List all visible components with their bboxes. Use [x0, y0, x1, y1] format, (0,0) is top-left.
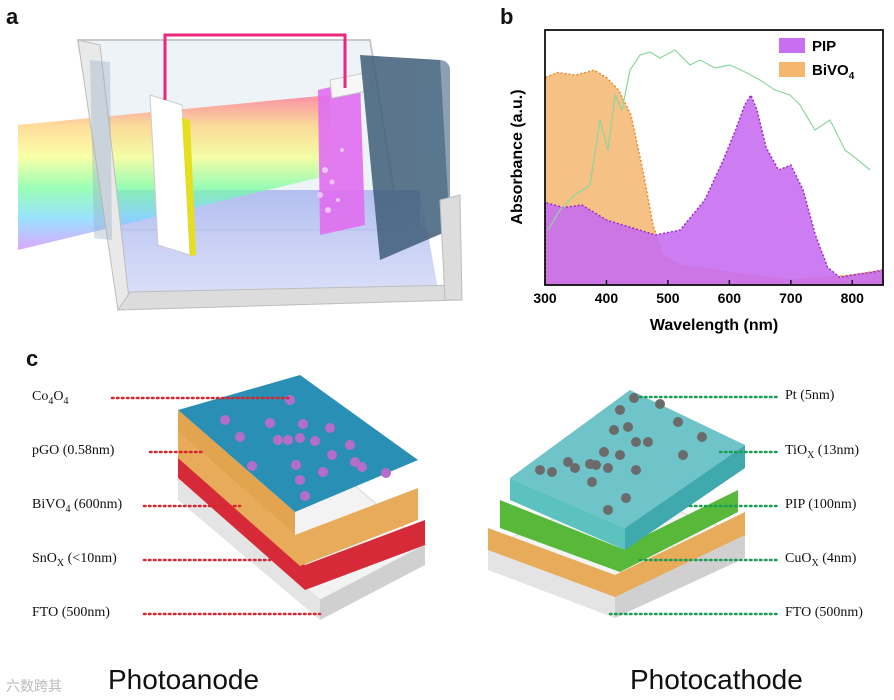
anode-layer-fto: FTO (500nm) [32, 605, 110, 620]
legend-swatch-pip [779, 38, 805, 53]
cocatalyst-particles [220, 395, 391, 501]
panel-label-b: b [500, 4, 514, 29]
chart-frame [544, 29, 884, 286]
photoanode-stack [177, 375, 426, 620]
x-tick-label: 400 [595, 290, 619, 306]
x-tick-label: 500 [656, 290, 680, 306]
pip-layer [500, 490, 738, 572]
anode-layer-pgo: pGO (0.58nm) [32, 443, 115, 458]
panel-label-a: a [6, 4, 19, 29]
cathode-layer-pt: Pt (5nm) [785, 388, 835, 403]
watermark: 六数跨其 [6, 679, 62, 695]
tiox-pt-top [510, 390, 745, 528]
bivo4-layer [178, 432, 418, 566]
x-axis-label: Wavelength (nm) [650, 317, 778, 334]
anode-layer-snox: SnOX (<10nm) [32, 551, 117, 569]
cuox-layer [488, 512, 745, 597]
photocathode-stack [486, 390, 747, 618]
anode-layer-co3o4: Co4O4 [32, 389, 69, 407]
photoanode-title: Photoanode [108, 664, 260, 695]
panel-label-c: c [26, 346, 39, 371]
co3o4-pgo-top [178, 375, 418, 512]
x-tick-label: 600 [718, 290, 742, 306]
cathode-layer-fto: FTO (500nm) [785, 605, 863, 620]
legend-label-bivo4: BiVO4 [812, 62, 855, 82]
cathode-layer-pip: PIP (100nm) [785, 497, 857, 512]
y-axis-label: Absorbance (a.u.) [509, 89, 526, 224]
anode-layer-bivo4: BiVO4 (600nm) [32, 497, 123, 515]
solar-spectrum-line [547, 49, 871, 231]
cathode-layer-cuox: CuOX (4nm) [785, 551, 857, 569]
cathode-layer-tiox: TiOX (13nm) [785, 443, 860, 461]
cathode-leader-lines [608, 395, 780, 616]
photocathode-title: Photocathode [630, 664, 803, 695]
legend-label-pip: PIP [812, 38, 836, 55]
x-tick-label: 300 [533, 290, 557, 306]
x-tick-label: 800 [841, 290, 865, 306]
pt-particles [535, 393, 707, 515]
legend-swatch-bivo4 [779, 62, 805, 77]
anode-leader-lines [110, 396, 322, 616]
snox-layer [178, 455, 425, 590]
x-tick-label: 700 [779, 290, 803, 306]
series-area-pip [544, 93, 884, 286]
